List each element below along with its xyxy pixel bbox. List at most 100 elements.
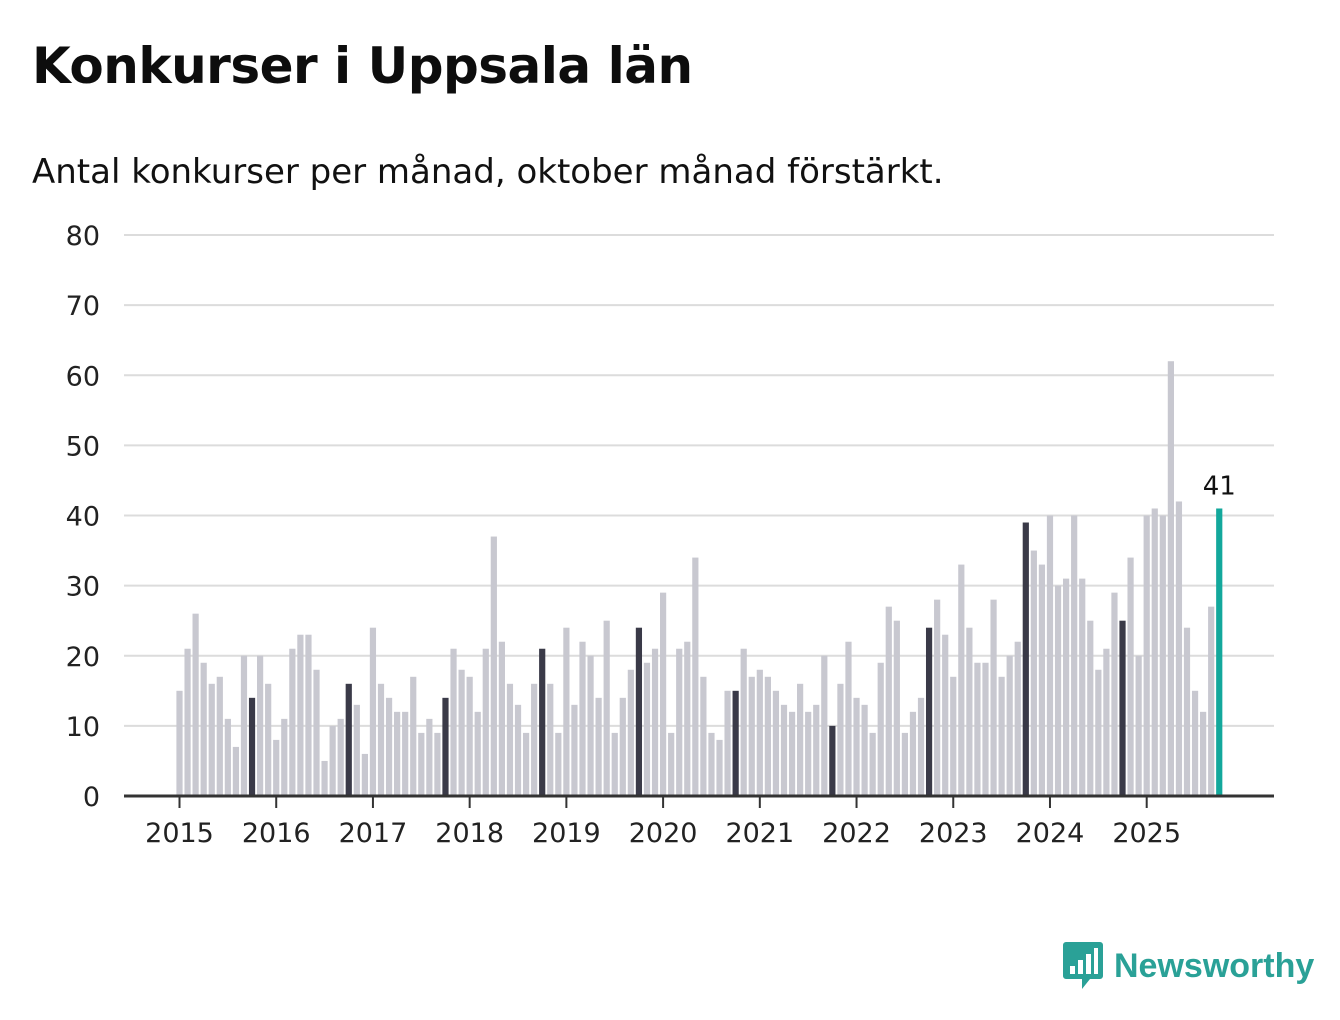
bar <box>313 669 320 796</box>
bar <box>522 732 530 796</box>
bar <box>1079 578 1086 796</box>
bar <box>724 690 731 796</box>
y-tick-label: 10 <box>66 712 100 743</box>
bar <box>764 676 771 796</box>
bar-october <box>1119 620 1126 796</box>
bar <box>547 683 554 796</box>
bar <box>265 683 272 796</box>
bar <box>805 711 812 796</box>
bar <box>845 641 852 796</box>
y-tick-label: 80 <box>66 221 100 252</box>
bar-latest <box>1216 508 1223 796</box>
bar <box>514 704 522 796</box>
bar <box>1208 606 1215 796</box>
bar <box>660 592 667 796</box>
bar <box>394 711 401 796</box>
bar <box>595 697 602 796</box>
chart-subtitle: Antal konkurser per månad, oktober månad… <box>32 152 944 192</box>
bar <box>877 662 884 796</box>
x-tick-label: 2016 <box>242 818 311 849</box>
bar <box>1127 557 1134 796</box>
bar <box>200 662 207 796</box>
value-annotation: 41 <box>1203 471 1236 501</box>
x-tick-label: 2023 <box>919 818 988 849</box>
bar <box>216 676 223 796</box>
bar-october <box>829 725 836 797</box>
bar <box>450 648 457 796</box>
bar <box>1111 592 1118 796</box>
bar <box>192 613 199 796</box>
bar <box>353 704 360 796</box>
bar <box>1038 564 1046 796</box>
bar <box>643 662 651 796</box>
x-tick-label: 2022 <box>822 818 891 849</box>
y-tick-label: 40 <box>66 502 100 533</box>
bar <box>208 683 215 796</box>
bar <box>861 704 868 796</box>
bar <box>426 718 433 796</box>
bar <box>305 634 312 796</box>
bar <box>232 746 240 796</box>
bar <box>579 641 586 796</box>
bar <box>627 669 634 796</box>
bar <box>498 641 505 796</box>
bar <box>1054 585 1062 797</box>
bar <box>1046 515 1054 796</box>
x-tick-label: 2020 <box>629 818 698 849</box>
bar <box>716 739 723 796</box>
bar <box>942 634 949 796</box>
bar <box>611 732 618 796</box>
bar <box>369 627 377 796</box>
bar <box>901 732 908 796</box>
bar <box>297 634 304 796</box>
newsworthy-logo[interactable]: Newsworthy <box>1062 940 1314 992</box>
bar <box>571 704 578 796</box>
bar <box>1183 627 1191 796</box>
y-tick-label: 0 <box>83 782 100 813</box>
bar <box>1103 648 1110 796</box>
x-tick-label: 2024 <box>1016 818 1085 849</box>
bar <box>837 683 844 796</box>
bar <box>482 648 489 796</box>
bar <box>1095 669 1102 796</box>
y-tick-label: 70 <box>66 291 100 322</box>
bar <box>619 697 626 796</box>
bar <box>998 676 1005 796</box>
bar <box>772 690 780 796</box>
bar <box>1006 655 1013 796</box>
bar <box>708 732 715 796</box>
bar <box>418 732 425 796</box>
bar <box>176 690 183 796</box>
bar <box>257 655 264 796</box>
bar <box>813 704 820 796</box>
x-tick-label: 2017 <box>339 818 408 849</box>
bar <box>1151 508 1158 796</box>
y-tick-label: 20 <box>66 642 100 673</box>
bar <box>587 655 594 796</box>
bar <box>289 648 296 796</box>
bar <box>1167 361 1174 796</box>
bar <box>692 557 699 796</box>
chart-title: Konkurser i Uppsala län <box>32 37 693 95</box>
bar <box>780 704 788 796</box>
bar <box>273 739 280 796</box>
bar <box>885 606 892 796</box>
bar <box>700 676 707 796</box>
bar-chart: 0 10 20 30 40 50 60 70 80 41 2015 2016 2017 2018 2019 2… <box>66 221 1274 849</box>
bar <box>869 732 876 796</box>
bar-october <box>539 648 546 796</box>
bar <box>434 732 441 796</box>
bar <box>676 648 683 796</box>
x-tick-label: 2025 <box>1112 818 1181 849</box>
bar <box>1175 501 1183 796</box>
bar <box>974 662 981 796</box>
bar <box>490 536 497 796</box>
bar <box>788 711 796 796</box>
bar <box>1087 620 1094 796</box>
bar <box>1200 711 1207 796</box>
newsworthy-logo-text: Newsworthy <box>1114 947 1315 985</box>
bar-october <box>1022 522 1029 796</box>
bar <box>555 732 562 796</box>
bar <box>740 648 747 796</box>
bar <box>756 669 763 796</box>
